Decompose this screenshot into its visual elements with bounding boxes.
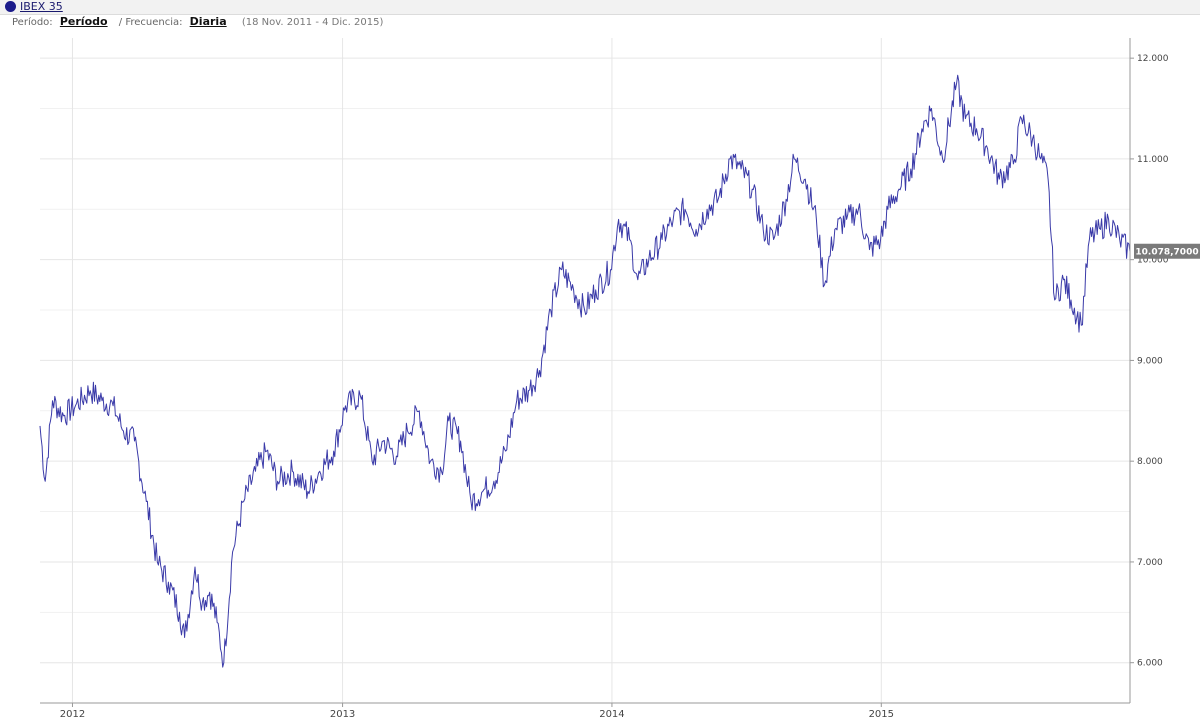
ibex-35-series-line xyxy=(39,74,1131,668)
y-tick-label: 6.000 xyxy=(1137,659,1163,669)
series-color-dot xyxy=(5,1,16,12)
chart-options-bar: Período: Período / Frecuencia: Diaria (1… xyxy=(12,15,387,29)
x-tick-label: 2012 xyxy=(60,709,85,720)
frequency-label: / Frecuencia: xyxy=(118,17,183,28)
period-label: Período: xyxy=(12,17,53,28)
y-tick-label: 8.000 xyxy=(1137,457,1163,467)
y-tick-label: 12.000 xyxy=(1137,54,1169,64)
frequency-link[interactable]: Diaria xyxy=(189,15,227,28)
last-value-label: 10.078,7000 xyxy=(1135,248,1198,258)
x-tick-label: 2014 xyxy=(599,709,624,720)
title-bar: IBEX 35 xyxy=(0,0,1200,15)
y-tick-label: 9.000 xyxy=(1137,356,1163,366)
x-tick-label: 2013 xyxy=(330,709,355,720)
period-link[interactable]: Período xyxy=(59,15,108,28)
y-tick-label: 10.000 xyxy=(1137,256,1169,266)
series-name-link[interactable]: IBEX 35 xyxy=(20,0,63,13)
y-tick-label: 7.000 xyxy=(1137,558,1163,568)
y-tick-label: 11.000 xyxy=(1137,155,1169,165)
last-value-badge xyxy=(1134,243,1200,259)
date-range-text: (18 Nov. 2011 - 4 Dic. 2015) xyxy=(241,17,384,28)
x-tick-label: 2015 xyxy=(869,709,894,720)
